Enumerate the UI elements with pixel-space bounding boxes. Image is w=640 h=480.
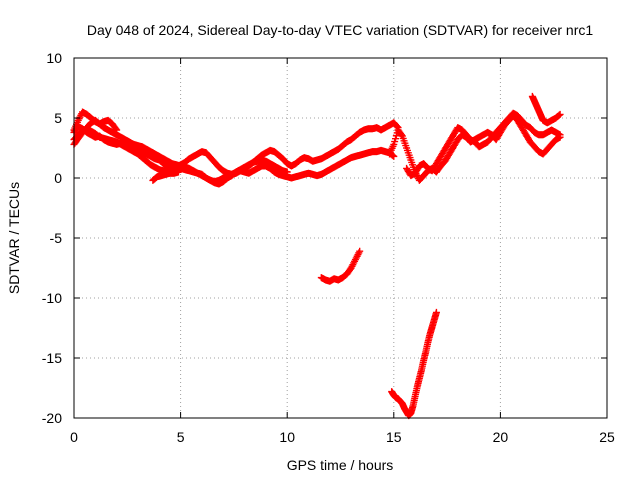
data-point-interp	[112, 125, 120, 133]
series-track-i	[317, 247, 364, 285]
plot-frame	[73, 57, 608, 419]
series-track-e	[149, 168, 182, 184]
x-axis-label: GPS time / hours	[287, 457, 394, 473]
y-tick-label: -15	[42, 350, 62, 366]
data-point	[556, 131, 564, 139]
series-layer	[70, 92, 564, 420]
series-track-f	[386, 112, 564, 184]
data-point	[113, 126, 121, 134]
y-tick-label: -20	[42, 410, 62, 426]
chart-title: Day 048 of 2024, Sidereal Day-to-day VTE…	[87, 22, 593, 38]
x-tick-label: 15	[386, 429, 402, 445]
x-tick-label: 20	[493, 429, 509, 445]
series-track-d	[70, 108, 121, 134]
data-point	[283, 168, 291, 176]
y-tick-label: -10	[42, 290, 62, 306]
data-point-interp	[397, 131, 405, 139]
label-layer: 0 5 10 15 20 25 -20 -15 -10 -5 0 5 10	[42, 50, 615, 445]
x-tick-label: 5	[177, 429, 185, 445]
x-tick-label: 25	[599, 429, 615, 445]
y-tick-label: 5	[54, 110, 62, 126]
data-point-interp	[555, 111, 563, 119]
y-tick-label: 10	[46, 50, 62, 66]
grid-layer	[74, 58, 607, 418]
y-tick-label: -5	[50, 230, 63, 246]
data-point	[356, 247, 364, 255]
tick-layer	[73, 57, 608, 419]
data-point	[390, 152, 398, 160]
series-track-g	[403, 109, 564, 180]
x-tick-label: 10	[279, 429, 295, 445]
series-track-j	[388, 308, 440, 420]
y-tick-label: 0	[54, 170, 62, 186]
x-tick-label: 0	[70, 429, 78, 445]
data-point	[432, 308, 440, 316]
data-point-interp	[393, 123, 401, 131]
y-axis-label: SDTVAR / TECUs	[6, 182, 22, 294]
data-point	[174, 168, 182, 176]
data-point	[556, 110, 564, 118]
series-track-h	[528, 92, 564, 127]
